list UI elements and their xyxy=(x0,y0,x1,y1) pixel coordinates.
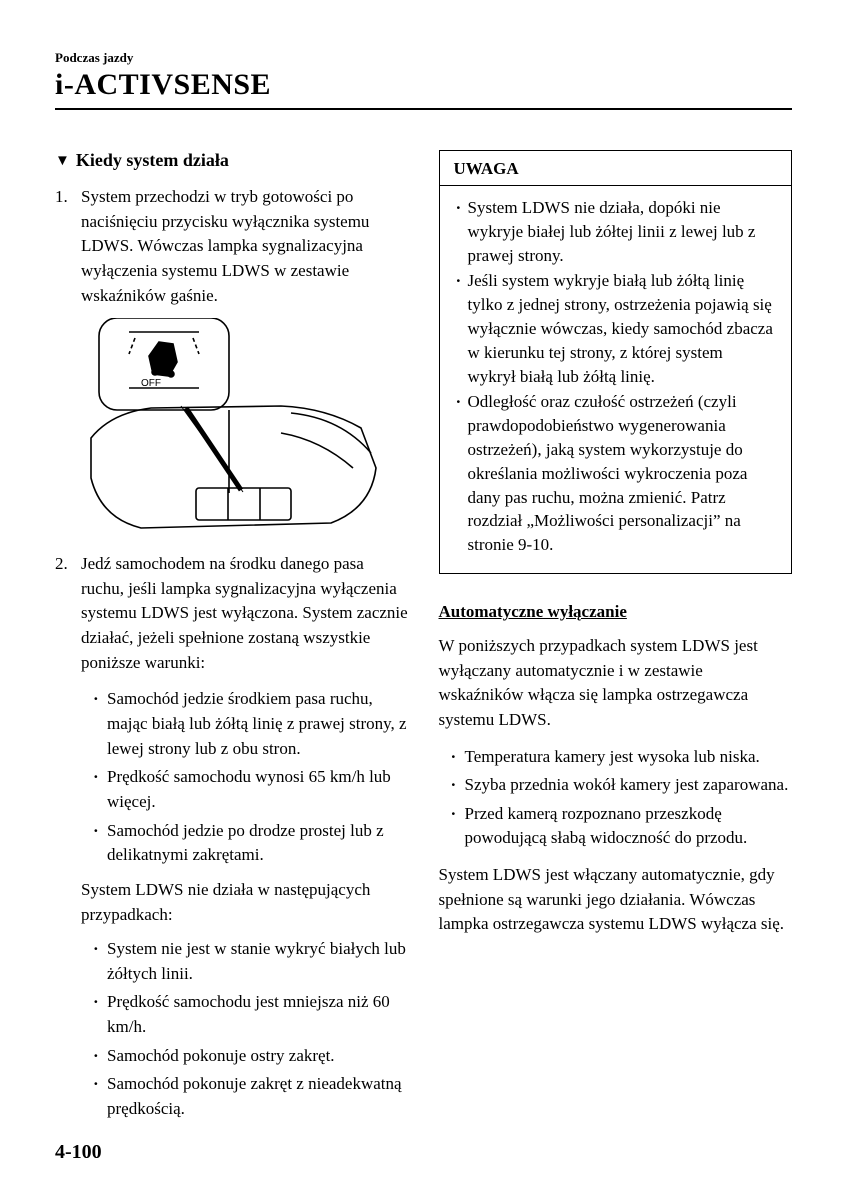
conditions-list: Samochód jedzie środkiem pasa ruchu, maj… xyxy=(93,687,409,867)
not-working-3: Samochód pokonuje ostry zakręt. xyxy=(93,1044,409,1069)
not-working-4: Samochód pokonuje zakręt z nieadekwatną … xyxy=(93,1072,409,1121)
notice-item-3: Odległość oraz czułość ostrzeżeń (czyli … xyxy=(456,390,776,557)
condition-3: Samochód jedzie po drodze prostej lub z … xyxy=(93,819,409,868)
auto-off-title: Automatyczne wyłączanie xyxy=(439,602,793,622)
auto-off-intro: W poniższych przypadkach system LDWS jes… xyxy=(439,634,793,733)
left-column: ▼ Kiedy system działa System przechodzi w… xyxy=(55,150,409,1132)
subheading-when-active: ▼ Kiedy system działa xyxy=(55,150,409,171)
notice-title: UWAGA xyxy=(440,151,792,186)
page-header: Podczas jazdy i-ACTIVSENSE xyxy=(55,50,792,110)
auto-off-item-1: Temperatura kamery jest wysoka lub niska… xyxy=(451,745,793,770)
not-working-2: Prędkość samochodu jest mniejsza niż 60 … xyxy=(93,990,409,1039)
list-item-1: System przechodzi w tryb gotowości po na… xyxy=(55,185,409,538)
notice-box: UWAGA System LDWS nie działa, dopóki nie… xyxy=(439,150,793,574)
triangle-icon: ▼ xyxy=(55,153,70,169)
page-number: 4-100 xyxy=(55,1141,102,1164)
not-working-1: System nie jest w stanie wykryć białych … xyxy=(93,937,409,986)
list-item-2: Jedź samochodem na środku danego pasa ru… xyxy=(55,552,409,675)
header-large-text: i-ACTIVSENSE xyxy=(55,68,792,102)
list-item-1-text: System przechodzi w tryb gotowości po na… xyxy=(81,187,369,305)
notice-item-2: Jeśli system wykryje białą lub żółtą lin… xyxy=(456,269,776,388)
header-small-text: Podczas jazdy xyxy=(55,50,792,66)
auto-off-item-2: Szyba przednia wokół kamery jest zaparow… xyxy=(451,773,793,798)
ldws-button-illustration: OFF xyxy=(81,318,381,538)
subheading-text: Kiedy system działa xyxy=(76,150,229,170)
auto-off-outro: System LDWS jest włączany automatycznie,… xyxy=(439,863,793,937)
content-columns: ▼ Kiedy system działa System przechodzi w… xyxy=(55,150,792,1132)
notice-item-1: System LDWS nie działa, dopóki nie wykry… xyxy=(456,196,776,267)
header-rule xyxy=(55,108,792,110)
not-working-intro: System LDWS nie działa w następujących p… xyxy=(81,878,409,927)
dashboard-diagram: OFF xyxy=(81,318,409,538)
notice-list: System LDWS nie działa, dopóki nie wykry… xyxy=(456,196,776,557)
svg-text:OFF: OFF xyxy=(141,378,161,389)
notice-body: System LDWS nie działa, dopóki nie wykry… xyxy=(440,186,792,573)
list-item-2-text: Jedź samochodem na środku danego pasa ru… xyxy=(81,554,408,672)
right-column: UWAGA System LDWS nie działa, dopóki nie… xyxy=(439,150,793,1132)
auto-off-item-3: Przed kamerą rozpoznano przeszkodę powod… xyxy=(451,802,793,851)
condition-2: Prędkość samochodu wynosi 65 km/h lub wi… xyxy=(93,765,409,814)
condition-1: Samochód jedzie środkiem pasa ruchu, maj… xyxy=(93,687,409,761)
not-working-list: System nie jest w stanie wykryć białych … xyxy=(93,937,409,1121)
auto-off-list: Temperatura kamery jest wysoka lub niska… xyxy=(451,745,793,852)
numbered-list: System przechodzi w tryb gotowości po na… xyxy=(55,185,409,675)
